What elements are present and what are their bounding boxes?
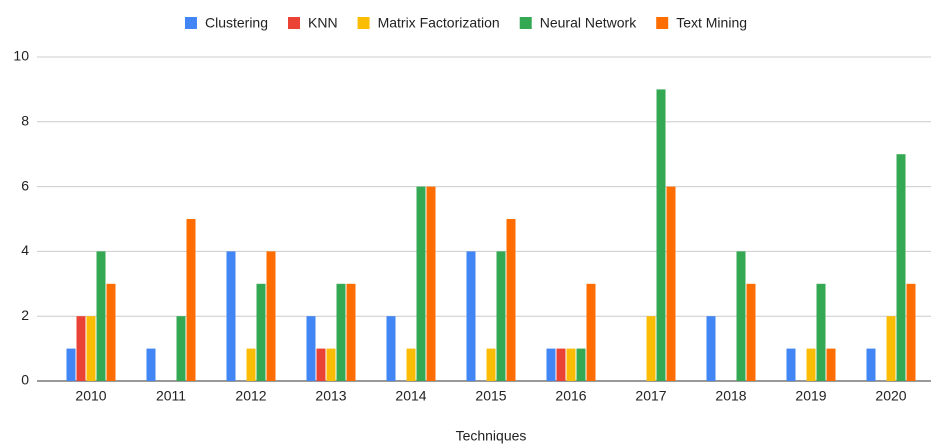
bar [266,251,276,381]
legend-swatch [288,17,301,29]
legend-label: Clustering [205,15,268,31]
bar [86,316,96,381]
bar [556,348,566,381]
bar [586,283,596,381]
x-tick-label: 2015 [475,388,506,404]
bar [256,283,266,381]
bar [226,251,236,381]
bar [406,348,416,381]
bar [866,348,876,381]
bar [816,283,826,381]
x-tick-label: 2010 [75,388,106,404]
bar [306,316,316,381]
bar [666,186,676,381]
bar [706,316,716,381]
bar [426,186,436,381]
y-tick-label: 0 [21,372,29,388]
bar [336,283,346,381]
bar [346,283,356,381]
x-tick-label: 2014 [395,388,426,404]
x-tick-label: 2017 [635,388,666,404]
bar [146,348,156,381]
x-tick-label: 2013 [315,388,346,404]
bar [746,283,756,381]
legend-swatch [357,17,370,29]
bar [566,348,576,381]
bar [656,89,666,382]
x-tick-label: 2020 [875,388,906,404]
bar [546,348,556,381]
bar [646,316,656,381]
legend-swatch [184,17,197,29]
bar [186,219,196,381]
legend-label: KNN [308,15,338,31]
bar [416,186,426,381]
x-tick-label: 2012 [235,388,266,404]
bar [506,219,516,381]
bar [496,251,506,381]
bar [896,154,906,381]
bar [486,348,496,381]
bar [736,251,746,381]
x-axis-label: Techniques [456,428,527,444]
y-tick-label: 10 [13,48,29,64]
legend-swatch [519,17,532,29]
bar [826,348,836,381]
x-tick-label: 2011 [156,388,186,404]
bar [786,348,796,381]
x-tick-label: 2016 [555,388,586,404]
bar [906,283,916,381]
bar [106,283,116,381]
y-tick-label: 8 [21,113,29,129]
bar [176,316,186,381]
bar [466,251,476,381]
y-tick-label: 4 [21,242,29,258]
x-tick-label: 2019 [795,388,826,404]
legend-label: Text Mining [676,15,747,31]
bar [96,251,106,381]
bar [806,348,816,381]
bar [316,348,326,381]
bar [246,348,256,381]
bar [76,316,86,381]
bar [886,316,896,381]
bar [326,348,336,381]
legend-label: Neural Network [540,15,637,31]
y-tick-label: 6 [21,177,29,193]
bar [576,348,586,381]
bar [66,348,76,381]
x-tick-label: 2018 [715,388,746,404]
y-tick-label: 2 [21,307,29,323]
bar [386,316,396,381]
legend-label: Matrix Factorization [378,15,500,31]
legend-swatch [656,17,669,29]
